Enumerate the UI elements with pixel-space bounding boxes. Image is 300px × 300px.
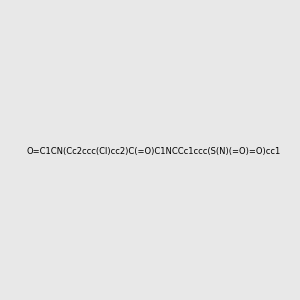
Text: O=C1CN(Cc2ccc(Cl)cc2)C(=O)C1NCCc1ccc(S(N)(=O)=O)cc1: O=C1CN(Cc2ccc(Cl)cc2)C(=O)C1NCCc1ccc(S(N… xyxy=(27,147,281,156)
